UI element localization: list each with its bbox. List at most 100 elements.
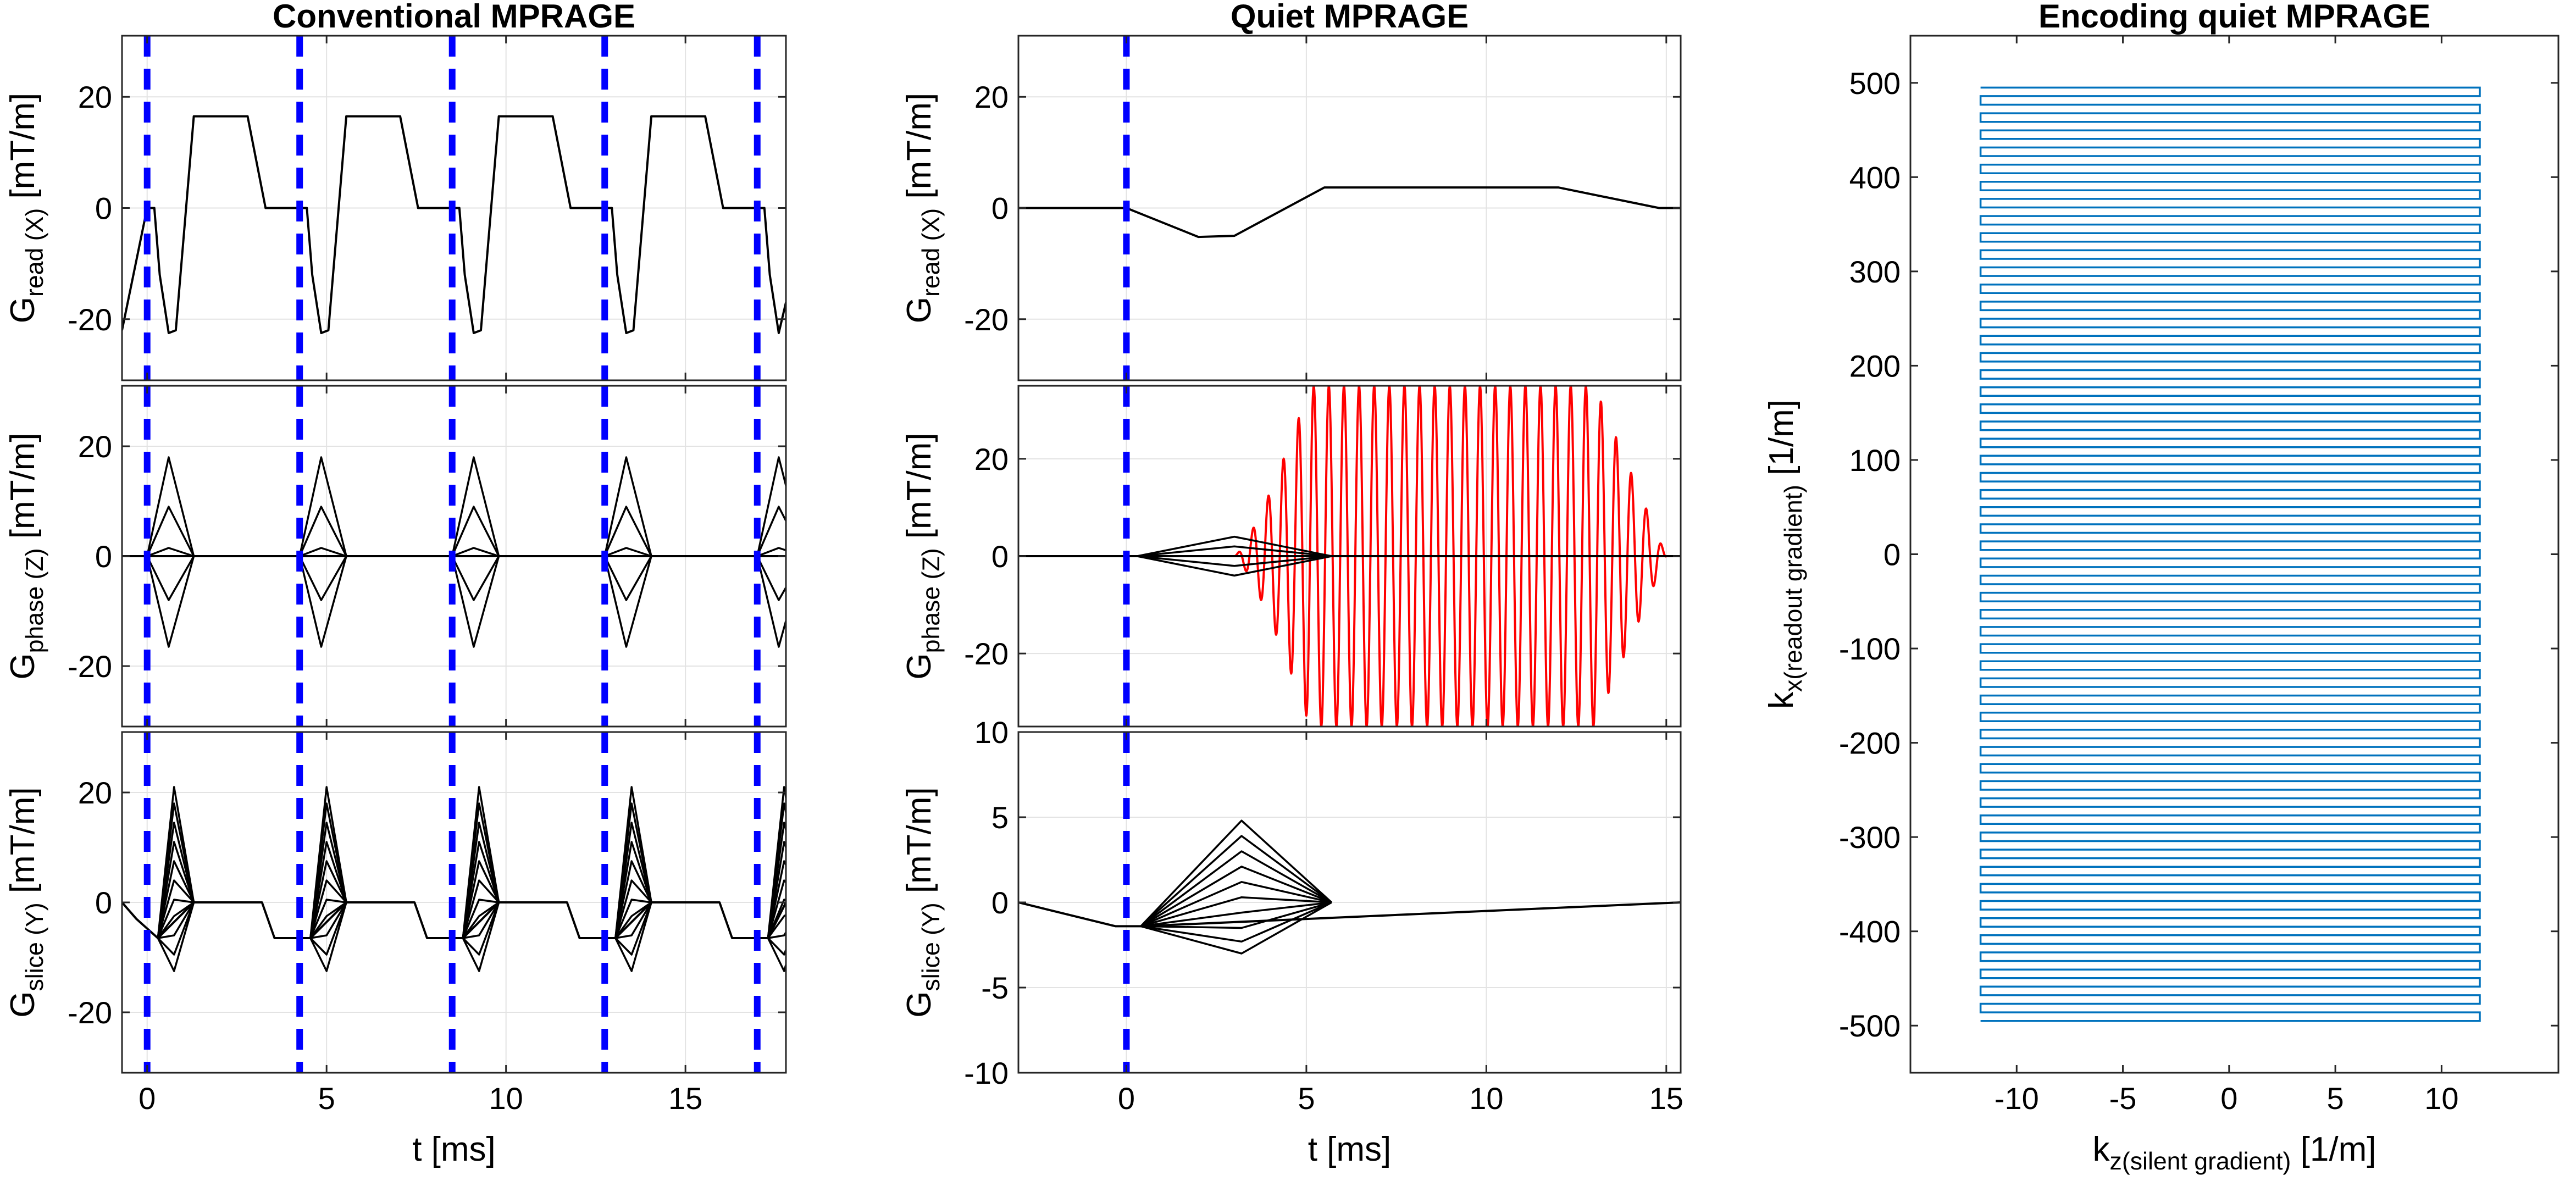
quiet-read-ytick-label: -20 bbox=[964, 302, 1009, 337]
quiet-phase-panel: -20 0 20 Gphase (Z) [mT/m] bbox=[900, 385, 1682, 728]
quiet-slice-xtick-label: 10 bbox=[1469, 1081, 1503, 1116]
conv-slice-lobe-1-6 bbox=[309, 899, 347, 939]
encoding-ylabel-sub: x(readout gradient) bbox=[1780, 485, 1807, 692]
conv-slice-lobe-4-3 bbox=[767, 841, 786, 939]
conv-read-ylabel: Gread (X) [mT/m] bbox=[4, 93, 48, 324]
conv-slice-lobe-0-7 bbox=[157, 901, 195, 939]
conv-slice-lobe-4-4 bbox=[767, 860, 786, 939]
conv-phase-lobe-2-0 bbox=[451, 456, 500, 557]
encoding-title: Encoding quiet MPRAGE bbox=[2038, 0, 2430, 35]
conv-phase-lobe-0-3 bbox=[146, 556, 195, 601]
conv-phase-lobe-4-4 bbox=[756, 556, 786, 648]
conv-phase-ylabel-main: G bbox=[4, 653, 42, 679]
conv-phase-lobe-1-1 bbox=[298, 506, 347, 557]
quiet-slice-lobe-0-0 bbox=[1140, 819, 1332, 927]
quiet-slice-ytick-label: 0 bbox=[991, 885, 1009, 920]
conv-slice-lobe-2-9 bbox=[462, 902, 500, 956]
encoding-xlabel-unit: [1/m] bbox=[2291, 1130, 2376, 1168]
quiet-slice-lobe-0-5 bbox=[1140, 896, 1332, 928]
conv-phase-lobe-1-3 bbox=[298, 556, 347, 601]
conv-read-ytick-label: 0 bbox=[95, 191, 112, 226]
encoding-ytick-label: 400 bbox=[1849, 160, 1901, 195]
quiet-phase-plot-area bbox=[1018, 386, 1681, 727]
encoding-xtick-label: 0 bbox=[2220, 1081, 2237, 1116]
conv-phase-lobe-3-4 bbox=[603, 556, 652, 648]
quiet-slice-lobe-0-9 bbox=[1140, 901, 1332, 955]
encoding-xlabel-main: k bbox=[2093, 1130, 2110, 1168]
conv-slice-lobe-3-3 bbox=[614, 841, 652, 939]
quiet-phase-ylabel-sub: phase (Z) bbox=[918, 548, 945, 653]
quiet-slice-lobe-0-7 bbox=[1140, 901, 1332, 929]
quiet-read-ytick-label: 0 bbox=[991, 191, 1009, 226]
quiet-read-panel: -20 0 20 Gread (X) [mT/m] bbox=[900, 35, 1682, 381]
encoding-xtick-label: -5 bbox=[2109, 1081, 2137, 1116]
conv-phase-lobe-1-4 bbox=[298, 556, 347, 648]
quiet-slice-panel: 0 5 10 15 -10 -5 0 5 10 Gslice (Y) [mT/m] bbox=[900, 715, 1683, 1116]
conv-slice-lobe-3-10 bbox=[614, 902, 652, 972]
quiet-slice-plot-area bbox=[1018, 732, 1681, 1073]
conv-slice-lobe-1-10 bbox=[309, 902, 347, 972]
conv-xlabel: t [ms] bbox=[412, 1130, 496, 1168]
conv-slice-lobe-4-6 bbox=[767, 899, 786, 939]
conv-phase-ytick-label: -20 bbox=[68, 649, 112, 684]
conv-phase-lobe-4-2 bbox=[757, 547, 786, 557]
conv-slice-xtick-label: 0 bbox=[139, 1081, 156, 1116]
conv-phase-lobe-4-3 bbox=[756, 556, 786, 601]
encoding-ylabel: kx(readout gradient) [1/m] bbox=[1763, 400, 1807, 709]
conv-read-ylabel-sub: read (X) bbox=[21, 208, 48, 297]
quiet-slice-lobe-0-8 bbox=[1140, 901, 1332, 943]
encoding-ytick-label: -100 bbox=[1839, 631, 1901, 666]
conv-read-ytick-label: -20 bbox=[68, 302, 112, 337]
conv-read-ylabel-main: G bbox=[4, 297, 42, 323]
conv-slice-ylabel-main: G bbox=[4, 991, 42, 1018]
encoding-xtick-label: -10 bbox=[1995, 1081, 2039, 1116]
conv-slice-lobe-4-5 bbox=[767, 879, 786, 939]
conv-phase-lobe-3-2 bbox=[604, 547, 652, 557]
encoding-background bbox=[1910, 36, 2558, 1073]
encoding-ylabel-main: k bbox=[1763, 691, 1801, 709]
quiet-slice-ylabel: Gslice (Y) [mT/m] bbox=[900, 787, 945, 1017]
conv-read-panel: -20 0 20 Gread (X) [mT/m] bbox=[4, 35, 787, 381]
conv-phase-ytick-label: 0 bbox=[95, 539, 112, 574]
conv-phase-lobe-2-2 bbox=[452, 547, 500, 557]
quiet-slice-ytick-label: -5 bbox=[981, 971, 1009, 1005]
conv-slice-lobe-3-4 bbox=[614, 860, 652, 939]
encoding-ytick-label: -300 bbox=[1839, 820, 1901, 855]
conv-slice-ytick-label: 0 bbox=[95, 885, 112, 920]
conv-phase-lobe-2-1 bbox=[451, 506, 500, 557]
quiet-phase-lobe-0-3 bbox=[1137, 555, 1332, 567]
conv-slice-lobe-3-6 bbox=[614, 899, 652, 939]
quiet-phase-ylabel-unit: [mT/m] bbox=[900, 433, 938, 548]
encoding-ytick-label: 500 bbox=[1849, 66, 1901, 101]
quiet-slice-ytick-label: -10 bbox=[964, 1056, 1009, 1090]
conv-slice-lobe-1-5 bbox=[309, 879, 347, 939]
conv-slice-lobe-4-9 bbox=[767, 937, 786, 956]
conv-phase-lobe-0-0 bbox=[146, 456, 195, 557]
quiet-phase-oscillation-trace bbox=[1233, 386, 1668, 727]
encoding-ylabel-unit: [1/m] bbox=[1763, 400, 1801, 485]
quiet-read-ylabel-unit: [mT/m] bbox=[900, 93, 938, 208]
quiet-slice-lobe-0-4 bbox=[1140, 881, 1332, 928]
conv-phase-lobe-0-1 bbox=[146, 506, 195, 557]
quiet-slice-xtick-label: 0 bbox=[1118, 1081, 1135, 1116]
encoding-xtick-label: 5 bbox=[2327, 1081, 2344, 1116]
conv-title: Conventional MPRAGE bbox=[273, 0, 635, 35]
conv-slice-lobe-1-2 bbox=[309, 822, 347, 939]
encoding-ytick-label: -400 bbox=[1839, 914, 1901, 949]
conv-slice-lobe-0-10 bbox=[157, 902, 195, 972]
quiet-slice-lobe-0-1 bbox=[1140, 835, 1332, 927]
quiet-slice-ytick-label: 5 bbox=[991, 800, 1009, 835]
encoding-xlabel-sub: z(silent gradient) bbox=[2110, 1148, 2291, 1175]
conv-phase-lobe-2-4 bbox=[451, 556, 500, 648]
quiet-slice-ylabel-sub: slice (Y) bbox=[918, 902, 945, 991]
conv-slice-lobe-2-4 bbox=[462, 860, 500, 939]
conv-phase-panel: -20 0 20 Gphase (Z) [mT/m] bbox=[4, 385, 787, 728]
conv-slice-panel: 0 5 10 15 -20 0 20 Gslice (Y) [mT/m] bbox=[4, 731, 787, 1116]
conv-read-series-0 bbox=[122, 115, 786, 334]
conv-slice-lobe-3-8 bbox=[615, 902, 652, 939]
conv-slice-lobe-0-3 bbox=[157, 841, 195, 939]
quiet-chart: Quiet MPRAGE -20 0 20 Gread (X) [mT/m] -20 0 20… bbox=[900, 0, 1683, 1168]
conv-slice-lobe-3-5 bbox=[614, 879, 652, 939]
